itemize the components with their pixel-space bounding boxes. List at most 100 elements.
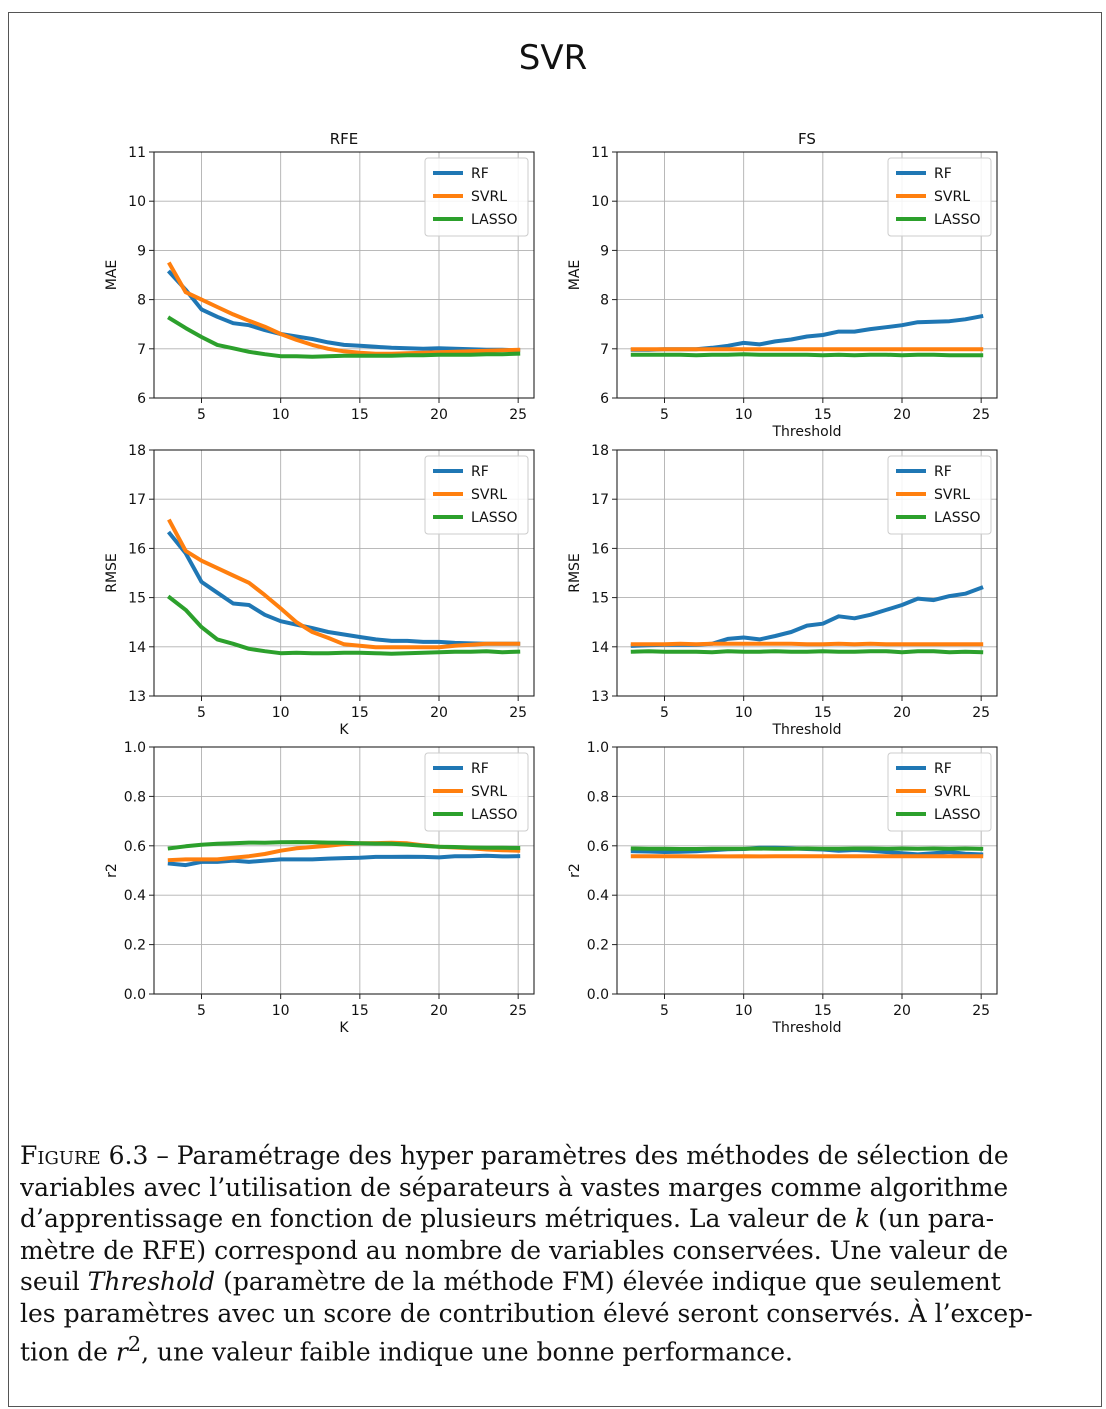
series-line-svrl: [630, 641, 984, 647]
figure-title: SVR: [518, 38, 588, 78]
y-tick-label: 10: [128, 194, 146, 210]
figure-frame: [8, 12, 1102, 1407]
y-tick-label: 8: [600, 293, 609, 309]
chart-panel-2: 5 10 15 20 25 6 7 8 9 10 11 FS Threshold MAE RF SVRL LAS…: [567, 130, 998, 440]
legend-box: [887, 752, 992, 832]
x-tick-label: 20: [430, 1003, 448, 1019]
y-tick-label: 1.0: [124, 740, 146, 756]
x-tick-label: 5: [660, 407, 669, 423]
caption-text: , une valeur faible indique une bonne pe…: [141, 1337, 794, 1367]
x-tick-label: 10: [735, 407, 753, 423]
y-tick-label: 8: [137, 293, 146, 309]
x-tick-label: 15: [814, 705, 832, 721]
x-tick-label: 10: [272, 1003, 290, 1019]
legend: RF SVRL LASSO: [887, 157, 992, 237]
legend: RF SVRL LASSO: [887, 752, 992, 832]
caption-text: d’apprentissage en fonction de plusieurs…: [20, 1204, 855, 1233]
caption-superscript: 2: [127, 1332, 142, 1356]
x-tick-label: 10: [272, 407, 290, 423]
axes-frame: [616, 746, 998, 995]
y-tick-label: 1.0: [587, 740, 609, 756]
series-line-lasso: [167, 840, 521, 851]
series-line-lasso: [630, 352, 984, 358]
y-tick-label: 0.6: [124, 839, 146, 855]
legend-label-lasso: LASSO: [471, 807, 518, 823]
legend-label-lasso: LASSO: [934, 807, 981, 823]
legend: RF SVRL LASSO: [424, 157, 529, 237]
x-tick-label: 15: [351, 1003, 369, 1019]
figure-caption: Figure 6.3 – Paramétrage des hyper param…: [20, 1140, 1100, 1368]
legend: RF SVRL LASSO: [424, 455, 529, 535]
x-tick-label: 10: [735, 1003, 753, 1019]
chart-title: FS: [798, 130, 816, 148]
caption-line: d’apprentissage en fonction de plusieurs…: [20, 1203, 1100, 1235]
caption-line: les paramètres avec un score de contribu…: [20, 1298, 1100, 1330]
y-axis-label: r2: [567, 863, 583, 878]
legend-label-lasso: LASSO: [934, 212, 981, 228]
caption-text: – Paramétrage des hyper paramètres des m…: [148, 1141, 1009, 1170]
x-tick-label: 10: [272, 705, 290, 721]
series-line-rf: [166, 269, 521, 353]
series-line-lasso: [166, 594, 521, 656]
caption-line: Figure 6.3 – Paramétrage des hyper param…: [20, 1140, 1100, 1172]
y-tick-label: 0.8: [587, 789, 609, 805]
caption-text: variables avec l’utilisation de séparate…: [20, 1172, 1009, 1202]
legend-label-svrl: SVRL: [471, 189, 507, 205]
legend-box: [887, 455, 992, 535]
x-tick-label: 5: [197, 407, 206, 423]
y-tick-label: 18: [591, 443, 609, 459]
x-axis-label: Threshold: [772, 722, 842, 738]
legend-label-svrl: SVRL: [471, 487, 507, 503]
legend-label-lasso: LASSO: [471, 212, 518, 228]
legend-label-rf: RF: [934, 464, 952, 480]
y-tick-label: 0.6: [587, 839, 609, 855]
caption-line: variables avec l’utilisation de séparate…: [20, 1172, 1100, 1204]
x-tick-label: 10: [735, 705, 753, 721]
caption-line: seuil Threshold (paramètre de la méthode…: [20, 1266, 1100, 1298]
caption-line: tion de r2, une valeur faible indique un…: [20, 1329, 1100, 1368]
y-tick-label: 13: [591, 689, 609, 705]
y-tick-label: 0.2: [587, 938, 609, 954]
caption-line: mètre de RFE) correspond au nombre de va…: [20, 1235, 1100, 1267]
y-axis-label: RMSE: [567, 553, 583, 593]
y-tick-label: 6: [600, 391, 609, 407]
x-tick-label: 15: [351, 407, 369, 423]
y-tick-label: 9: [137, 243, 146, 259]
y-tick-label: 0.4: [587, 888, 609, 904]
chart-title: RFE: [330, 130, 359, 148]
x-axis-label: K: [339, 1020, 349, 1036]
y-axis-label: r2: [104, 863, 120, 878]
y-tick-label: 10: [591, 194, 609, 210]
caption-italic: r: [115, 1337, 128, 1367]
y-axis-label: MAE: [104, 260, 120, 291]
caption-text: (paramètre de la méthode FM) élevée indi…: [215, 1267, 1001, 1296]
legend: RF SVRL LASSO: [887, 455, 992, 535]
y-tick-label: 0.0: [124, 987, 146, 1003]
x-tick-label: 20: [893, 407, 911, 423]
series-line-rf: [166, 530, 521, 646]
caption-text: tion de: [20, 1337, 116, 1367]
legend: RF SVRL LASSO: [424, 752, 529, 832]
series-line-svrl: [167, 518, 521, 650]
caption-text: mètre de RFE) correspond au nombre de va…: [20, 1235, 1009, 1265]
x-tick-label: 25: [972, 1003, 990, 1019]
x-tick-label: 25: [509, 705, 527, 721]
x-tick-label: 25: [972, 705, 990, 721]
x-tick-label: 25: [509, 407, 527, 423]
x-axis-label: Threshold: [772, 1020, 842, 1036]
legend-box: [424, 752, 529, 832]
legend-label-rf: RF: [471, 166, 489, 182]
series-line-lasso: [630, 649, 984, 655]
y-tick-label: 17: [591, 492, 609, 508]
caption-italic: k: [854, 1204, 871, 1233]
chart-panel-3: 5 10 15 20 25 13 14 15 16 17 18 K RMSE RF SVRL LASSO: [104, 443, 535, 738]
x-tick-label: 5: [197, 705, 206, 721]
x-axis-label: Threshold: [772, 424, 842, 440]
y-tick-label: 0.8: [124, 789, 146, 805]
caption-text: seuil: [20, 1267, 88, 1296]
x-tick-label: 20: [893, 1003, 911, 1019]
y-tick-label: 7: [600, 342, 609, 358]
legend-label-lasso: LASSO: [471, 510, 518, 526]
y-tick-label: 13: [128, 689, 146, 705]
